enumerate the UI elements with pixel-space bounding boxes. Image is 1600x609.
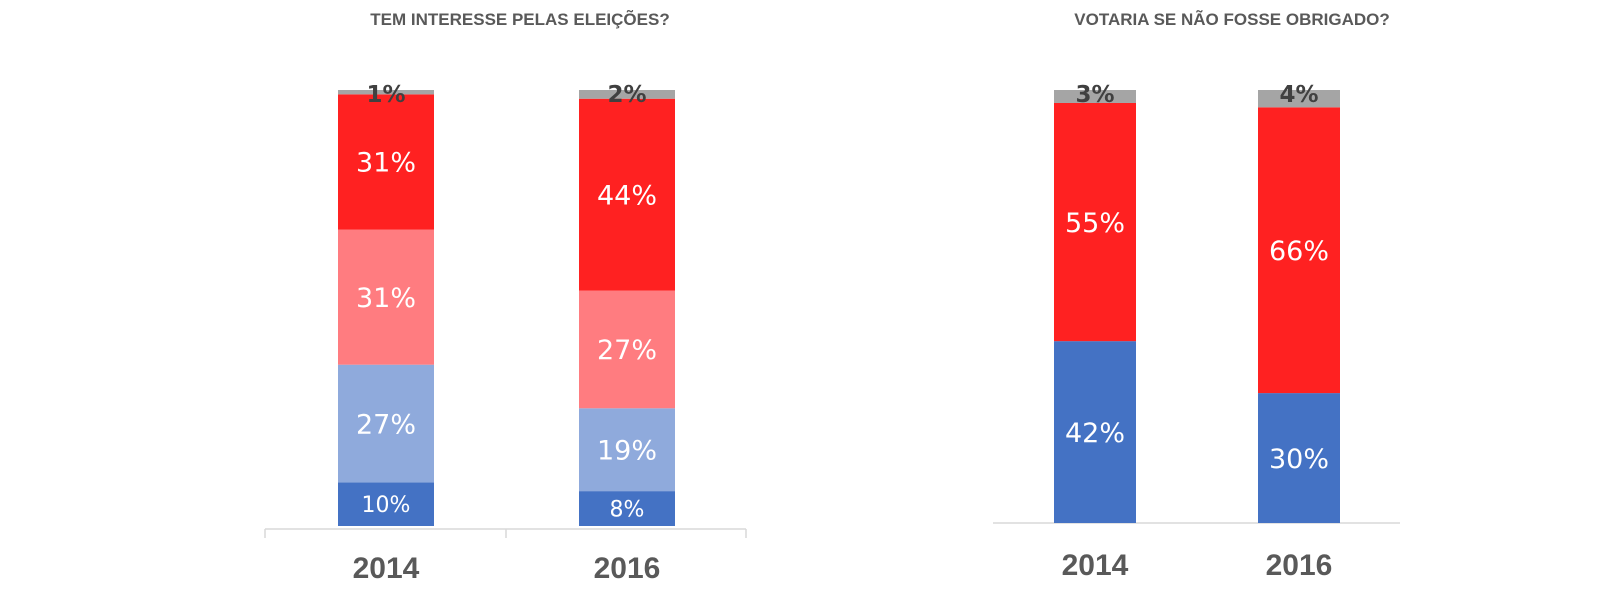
interest-bar-2014-4 [338, 94, 434, 230]
interest-category-label-2014: 2014 [353, 552, 420, 585]
interest-data-label-2016-2: 19% [597, 435, 657, 466]
interest-data-label-2014-3: 31% [356, 283, 416, 314]
vote-data-label-2014-3: 3% [1075, 82, 1114, 108]
interest-data-label-2016-5: 2% [607, 82, 646, 108]
vote-chart-x-axis: 2014 2016 [993, 522, 1400, 582]
vote-bar-2014-1 [1054, 341, 1136, 523]
interest-data-label-2014-5: 1% [366, 82, 405, 108]
interest-bar-2016-2 [579, 408, 675, 492]
interest-data-label-2014-2: 27% [356, 409, 416, 440]
interest-chart: TEM INTERESSE PELAS ELEIÇÕES? 2014 2016 1… [264, 9, 747, 585]
vote-bar-2014-3 [1054, 90, 1136, 103]
interest-data-label-2014-4: 31% [356, 148, 416, 179]
interest-data-label-2014-1: 10% [362, 493, 411, 518]
interest-bar-2014-2 [338, 364, 434, 483]
interest-data-label-2016-3: 27% [597, 335, 657, 366]
vote-bar-2016-1 [1258, 393, 1340, 523]
vote-bar-2014-2 [1054, 102, 1136, 342]
vote-data-label-2014-1: 42% [1065, 418, 1125, 449]
interest-data-label-2016-1: 8% [610, 497, 645, 522]
interest-bar-2014-1 [338, 482, 434, 526]
interest-chart-title: TEM INTERESSE PELAS ELEIÇÕES? [370, 9, 669, 29]
interest-data-label-2016-4: 44% [597, 180, 657, 211]
vote-data-label-2016-2: 66% [1269, 236, 1329, 267]
interest-chart-x-axis: 2014 2016 [264, 528, 747, 585]
interest-bar-2016-1 [579, 491, 675, 526]
interest-bar-2014-3 [338, 229, 434, 365]
vote-chart-bars: 42% 55% 3% 30% 66% 4% [1054, 82, 1340, 523]
vote-category-label-2014: 2014 [1062, 549, 1129, 582]
interest-bar-2016-5 [579, 90, 675, 99]
vote-data-label-2016-1: 30% [1269, 444, 1329, 475]
vote-category-label-2016: 2016 [1266, 549, 1333, 582]
interest-bar-2016-3 [579, 290, 675, 409]
interest-bar-2016-4 [579, 98, 675, 291]
vote-data-label-2016-3: 4% [1279, 82, 1318, 108]
interest-chart-bars: 10% 27% 31% 31% 1% 8% 19% 27% 44% 2% [338, 82, 675, 526]
vote-bar-2016-2 [1258, 107, 1340, 394]
vote-bar-2016-3 [1258, 90, 1340, 108]
vote-data-label-2014-2: 55% [1065, 208, 1125, 239]
vote-chart: VOTARIA SE NÃO FOSSE OBRIGADO? 2014 2016 … [993, 9, 1400, 582]
vote-chart-title: VOTARIA SE NÃO FOSSE OBRIGADO? [1074, 9, 1389, 29]
interest-bar-2014-5 [338, 90, 434, 95]
interest-category-label-2016: 2016 [594, 552, 661, 585]
